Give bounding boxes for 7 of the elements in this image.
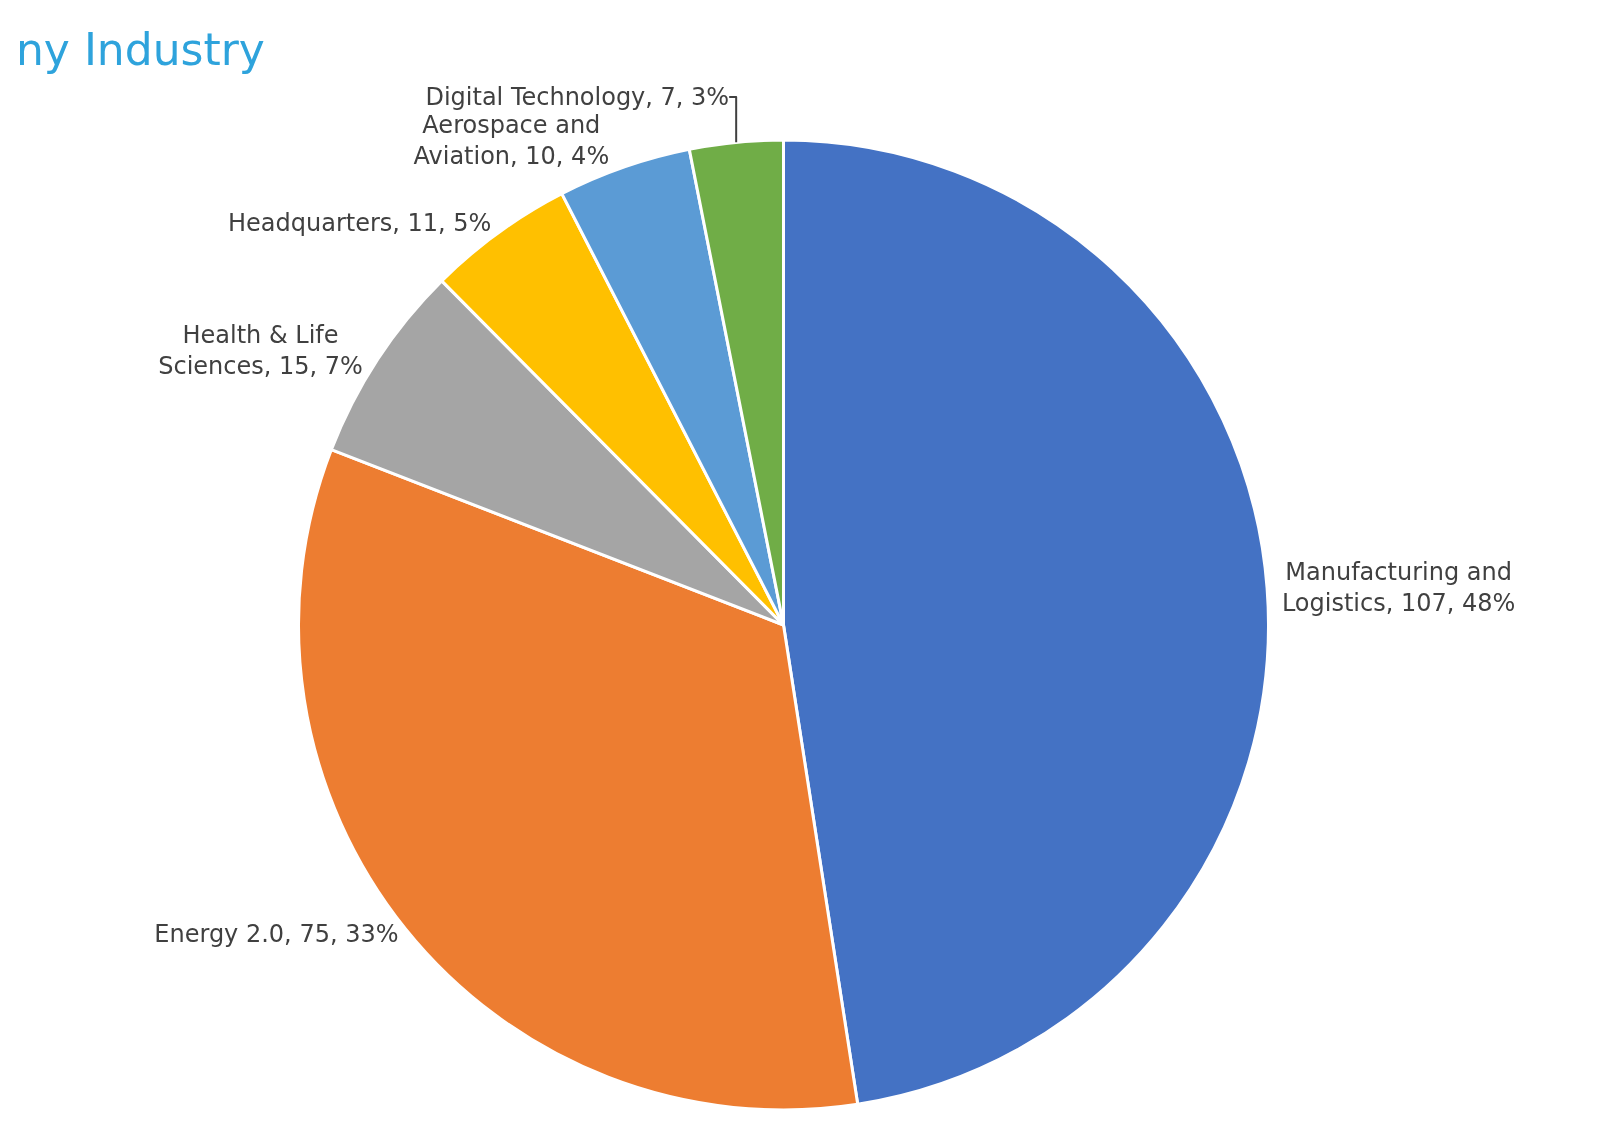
slice-label: Digital Technology, 7, 3% [425, 82, 730, 111]
chart-title: ny Industry [15, 24, 265, 75]
slice-label: Aerospace and Aviation, 10, 4% [413, 110, 610, 171]
slice-label: Headquarters, 11, 5% [227, 209, 492, 238]
slice-label: Health & Life Sciences, 15, 7% [158, 320, 363, 381]
slice-label: Manufacturing and Logistics, 107, 48% [1281, 558, 1516, 618]
slice-label: Energy 2.0, 75, 33% [154, 920, 399, 949]
